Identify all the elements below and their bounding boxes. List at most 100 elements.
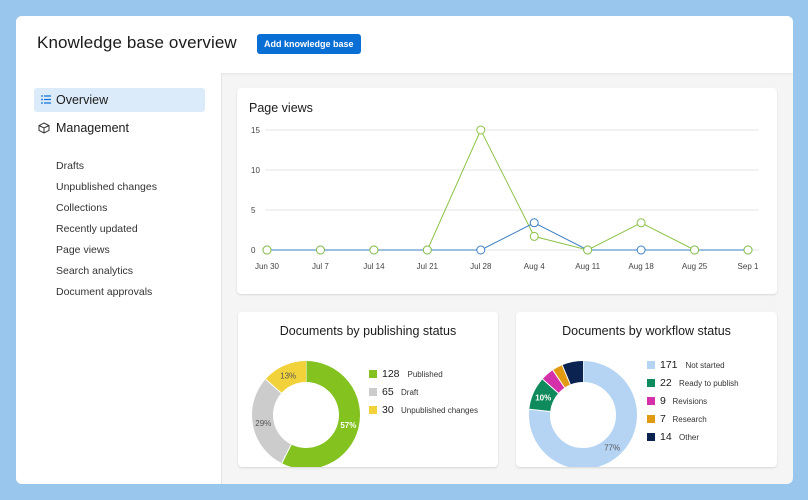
chart-title: Page views — [249, 101, 313, 115]
publishing-status-legend: 128 Published 65 Draft 30 Unpublished changes — [369, 368, 494, 428]
legend-count: 9 — [660, 395, 666, 407]
sidebar-item-recently-updated[interactable]: Recently updated — [56, 223, 138, 235]
data-point[interactable] — [583, 245, 593, 255]
legend-swatch — [369, 370, 377, 378]
legend-swatch — [647, 415, 655, 423]
data-point[interactable] — [529, 231, 539, 241]
workflow-status-legend: 171 Not started 22 Ready to publish 9 Revisio… — [647, 359, 772, 455]
x-tick-label: Aug 25 — [682, 262, 708, 271]
publishing-status-card: Documents by publishing status 57% 29% 13%… — [238, 312, 498, 467]
x-tick-label: Jun 30 — [255, 262, 280, 271]
app-window: Knowledge base overview Add knowledge ba… — [16, 16, 793, 484]
pie-slice[interactable] — [542, 370, 565, 394]
legend-label: Not started — [685, 361, 725, 370]
legend-swatch — [647, 397, 655, 405]
chart-title: Documents by publishing status — [279, 324, 457, 338]
legend-label: Research — [672, 415, 707, 424]
legend-label: Revisions — [672, 397, 708, 406]
y-tick-label: 10 — [251, 166, 260, 175]
legend-swatch — [647, 433, 655, 441]
x-tick-label: Aug 4 — [524, 262, 545, 271]
series-line — [267, 128, 748, 251]
data-point[interactable] — [690, 245, 700, 255]
sidebar-item-label: Overview — [56, 93, 109, 107]
workflow-status-chart: 77% 10% — [529, 361, 637, 467]
data-point[interactable] — [476, 125, 486, 135]
series-line — [267, 222, 748, 251]
data-point[interactable] — [529, 218, 539, 228]
slice-separator — [265, 378, 282, 394]
legend-count: 65 — [382, 386, 394, 398]
slice-label: 13% — [280, 371, 296, 380]
legend-swatch — [647, 361, 655, 369]
x-tick-label: Jul 14 — [363, 262, 385, 271]
slice-label: 57% — [340, 421, 356, 430]
legend-count: 14 — [660, 431, 672, 443]
data-point[interactable] — [476, 245, 486, 255]
legend-count: 30 — [382, 404, 394, 416]
x-tick-label: Sep 1 — [738, 262, 759, 271]
publishing-status-chart: 57% 29% 13% — [252, 361, 360, 467]
sidebar-item-unpublished-changes[interactable]: Unpublished changes — [56, 181, 157, 193]
pie-slice[interactable] — [562, 361, 584, 385]
page-title: Knowledge base overview — [37, 33, 237, 52]
sidebar-item-document-approvals[interactable]: Document approvals — [56, 286, 153, 298]
add-knowledge-base-button[interactable]: Add knowledge base — [257, 34, 361, 54]
sidebar-item-collections[interactable]: Collections — [56, 202, 108, 214]
pie-slice[interactable] — [281, 361, 360, 467]
sidebar-item-drafts[interactable]: Drafts — [56, 160, 85, 172]
slice-separator — [561, 364, 571, 385]
sidebar: Overview Management Drafts Unpublished c… — [16, 73, 222, 484]
page-views-card: Page views 0 5 10 15 Jun 30 Jul 7 Jul 14 Jul 21… — [237, 88, 777, 294]
sidebar-item-label: Management — [56, 121, 129, 135]
data-point[interactable] — [262, 245, 272, 255]
legend-label: Other — [679, 433, 700, 442]
legend-label: Published — [407, 370, 443, 379]
data-point[interactable] — [636, 245, 646, 255]
workflow-status-card: Documents by workflow status 77% 10% 171 N… — [516, 312, 777, 467]
legend-swatch — [369, 388, 377, 396]
header-bar: Knowledge base overview Add knowledge ba… — [16, 16, 793, 73]
legend-count: 22 — [660, 377, 672, 389]
sidebar-item-page-views[interactable]: Page views — [56, 244, 110, 256]
data-point[interactable] — [636, 218, 646, 228]
pie-slice[interactable] — [552, 365, 571, 388]
sidebar-item-search-analytics[interactable]: Search analytics — [56, 265, 134, 277]
data-point[interactable] — [315, 245, 325, 255]
x-tick-label: Aug 11 — [575, 262, 600, 271]
x-tick-label: Aug 18 — [628, 262, 654, 271]
list-icon — [41, 95, 51, 104]
pie-slice[interactable] — [529, 379, 559, 413]
slice-separator — [281, 444, 292, 464]
legend-count: 171 — [660, 359, 678, 371]
data-point[interactable] — [369, 245, 379, 255]
legend-swatch — [369, 406, 377, 414]
pie-slice[interactable] — [529, 361, 637, 467]
sidebar-item-overview[interactable]: Overview — [34, 88, 205, 112]
slice-label: 77% — [604, 443, 620, 452]
x-tick-label: Jul 28 — [470, 262, 492, 271]
legend-count: 128 — [382, 368, 400, 380]
y-tick-label: 0 — [251, 246, 256, 255]
slice-label: 29% — [255, 419, 271, 428]
y-tick-label: 5 — [251, 206, 256, 215]
y-tick-label: 15 — [251, 126, 260, 135]
slice-label: 10% — [535, 393, 551, 402]
data-point[interactable] — [422, 245, 432, 255]
legend-swatch — [647, 379, 655, 387]
legend-label: Draft — [401, 388, 419, 397]
x-tick-label: Jul 7 — [312, 262, 329, 271]
slice-separator — [542, 378, 559, 394]
pie-slice[interactable] — [252, 379, 292, 464]
legend-label: Unpublished changes — [401, 406, 478, 415]
legend-label: Ready to publish — [679, 379, 739, 388]
legend-count: 7 — [660, 413, 666, 425]
chart-title: Documents by workflow status — [562, 324, 731, 338]
box-icon — [38, 122, 50, 134]
x-tick-label: Jul 21 — [417, 262, 439, 271]
data-point[interactable] — [743, 245, 753, 255]
slice-separator — [529, 408, 551, 413]
pie-slice[interactable] — [265, 361, 307, 394]
slice-separator — [552, 369, 566, 388]
page-views-chart: 0 5 10 15 Jun 30 Jul 7 Jul 14 Jul 21 Jul 28 Aug 4… — [251, 125, 759, 271]
